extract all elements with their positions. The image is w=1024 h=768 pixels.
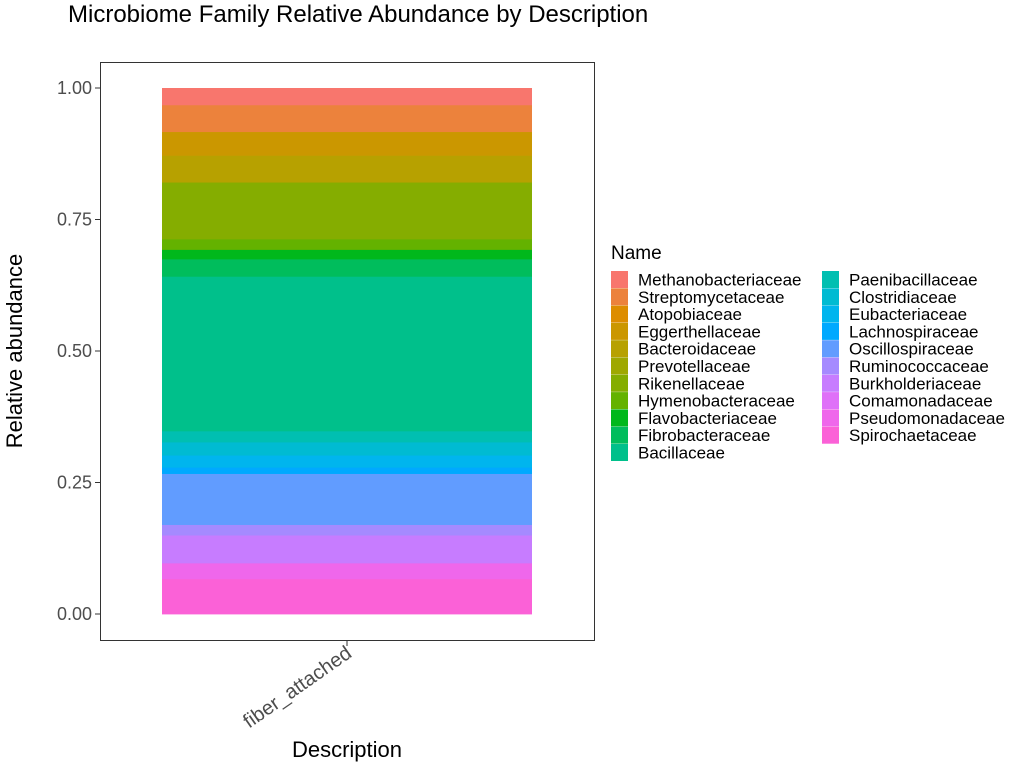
bar-segment-rikenellaceae: [162, 182, 532, 240]
legend-item: Methanobacteriaceae: [611, 271, 802, 290]
legend-title: Name: [611, 243, 662, 264]
legend-item: Atopobiaceae: [611, 305, 742, 324]
legend-label: Comamonadaceae: [849, 392, 993, 411]
legend-key: [822, 288, 839, 306]
legend-key: [611, 305, 628, 323]
bar-segment-ruminococcaceae: [162, 524, 532, 536]
bar-segment-burkholderiaceae: [162, 535, 532, 564]
y-axis-title: Relative abundance: [2, 254, 27, 448]
legend-label: Ruminococcaceae: [849, 357, 989, 376]
legend-item: Oscillospiraceae: [822, 340, 974, 359]
bar-segment-bacillaceae: [162, 276, 532, 432]
legend-key: [822, 409, 839, 427]
y-axis: 0.00 0.25 0.50 0.75 1.00: [57, 78, 100, 624]
x-tick-label: fiber_attached: [239, 642, 355, 733]
legend-key: [822, 322, 839, 340]
legend-label: Rikenellaceae: [638, 374, 745, 393]
legend-label: Eubacteriaceae: [849, 305, 967, 324]
legend-label: Atopobiaceae: [638, 305, 742, 324]
legend-label: Prevotellaceae: [638, 357, 750, 376]
bar-segment-lachnospiraceae: [162, 467, 532, 474]
legend-label: Burkholderiaceae: [849, 374, 981, 393]
legend-item: Comamonadaceae: [822, 392, 993, 411]
bar-segment-methanobacteriaceae: [162, 88, 532, 106]
legend-item: Clostridiaceae: [822, 288, 957, 307]
bar-segment-clostridiaceae: [162, 441, 532, 456]
bar-segment-bacteroidaceae: [162, 155, 532, 183]
y-tick-label: 1.00: [57, 78, 92, 98]
legend-key: [822, 305, 839, 323]
legend-item: Bacillaceae: [611, 444, 725, 463]
legend-item: Rikenellaceae: [611, 374, 745, 393]
legend-key: [822, 426, 839, 444]
legend-key: [611, 392, 628, 410]
bar-segment-fibrobacteraceae: [162, 258, 532, 277]
legend-key: [822, 374, 839, 392]
legend-item: Lachnospiraceae: [822, 322, 978, 341]
bar-segment-streptomycetaceae: [162, 104, 532, 133]
legend-label: Spirochaetaceae: [849, 426, 977, 445]
legend-key: [822, 340, 839, 358]
legend-key: [822, 392, 839, 410]
legend-item: Fibrobacteraceae: [611, 426, 770, 445]
legend-label: Hymenobacteraceae: [638, 392, 795, 411]
legend-label: Pseudomonadaceae: [849, 409, 1005, 428]
bar-segment-eggerthellaceae: [162, 131, 532, 156]
legend-label: Clostridiaceae: [849, 288, 957, 307]
legend-key: [611, 426, 628, 444]
legend-label: Paenibacillaceae: [849, 271, 978, 290]
bar-segment-oscillospiraceae: [162, 473, 532, 525]
plot-panel-border: [100, 62, 595, 641]
legend-item: Pseudomonadaceae: [822, 409, 1005, 428]
legend-item: Burkholderiaceae: [822, 374, 981, 393]
legend-item: Paenibacillaceae: [822, 271, 978, 290]
bar-stack: [162, 88, 532, 615]
legend-item: Bacteroidaceae: [611, 340, 756, 359]
y-tick-label: 0.75: [57, 210, 92, 230]
legend-key: [611, 409, 628, 427]
legend: Name MethanobacteriaceaeStreptomycetacea…: [611, 243, 1005, 463]
legend-label: Fibrobacteraceae: [638, 426, 770, 445]
legend-key: [611, 357, 628, 375]
legend-label: Eggerthellaceae: [638, 322, 761, 341]
legend-key: [611, 340, 628, 358]
legend-key: [822, 357, 839, 375]
legend-key: [822, 271, 839, 288]
bar-segment-pseudomonadaceae: [162, 562, 532, 580]
legend-label: Methanobacteriaceae: [638, 271, 802, 290]
legend-key: [611, 271, 628, 288]
bar-segment-hymenobacteraceae: [162, 238, 532, 250]
chart-title: Microbiome Family Relative Abundance by …: [68, 1, 648, 28]
x-axis: fiber_attached: [239, 641, 356, 733]
legend-label: Oscillospiraceae: [849, 340, 974, 359]
legend-item: Flavobacteriaceae: [611, 409, 777, 428]
bar-segment-paenibacillaceae: [162, 430, 532, 443]
y-tick-label: 0.00: [57, 604, 92, 624]
legend-label: Bacillaceae: [638, 444, 725, 463]
legend-item: Prevotellaceae: [611, 357, 750, 376]
x-axis-title: Description: [292, 737, 402, 762]
bar-segment-spirochaetaceae: [162, 578, 532, 615]
legend-label: Bacteroidaceae: [638, 340, 756, 359]
legend-item: Eggerthellaceae: [611, 322, 761, 341]
legend-label: Flavobacteriaceae: [638, 409, 777, 428]
y-tick-label: 0.50: [57, 341, 92, 361]
legend-item: Eubacteriaceae: [822, 305, 967, 324]
legend-key: [611, 444, 628, 461]
legend-key: [611, 322, 628, 340]
bar-segment-flavobacteriaceae: [162, 249, 532, 260]
legend-label: Lachnospiraceae: [849, 322, 978, 341]
legend-label: Streptomycetaceae: [638, 288, 784, 307]
legend-key: [611, 374, 628, 392]
bar-segment-eubacteriaceae: [162, 455, 532, 468]
legend-key: [611, 288, 628, 306]
y-tick-label: 0.25: [57, 473, 92, 493]
legend-item: Ruminococcaceae: [822, 357, 989, 376]
legend-item: Hymenobacteraceae: [611, 392, 795, 411]
legend-item: Streptomycetaceae: [611, 288, 784, 307]
legend-item: Spirochaetaceae: [822, 426, 977, 445]
